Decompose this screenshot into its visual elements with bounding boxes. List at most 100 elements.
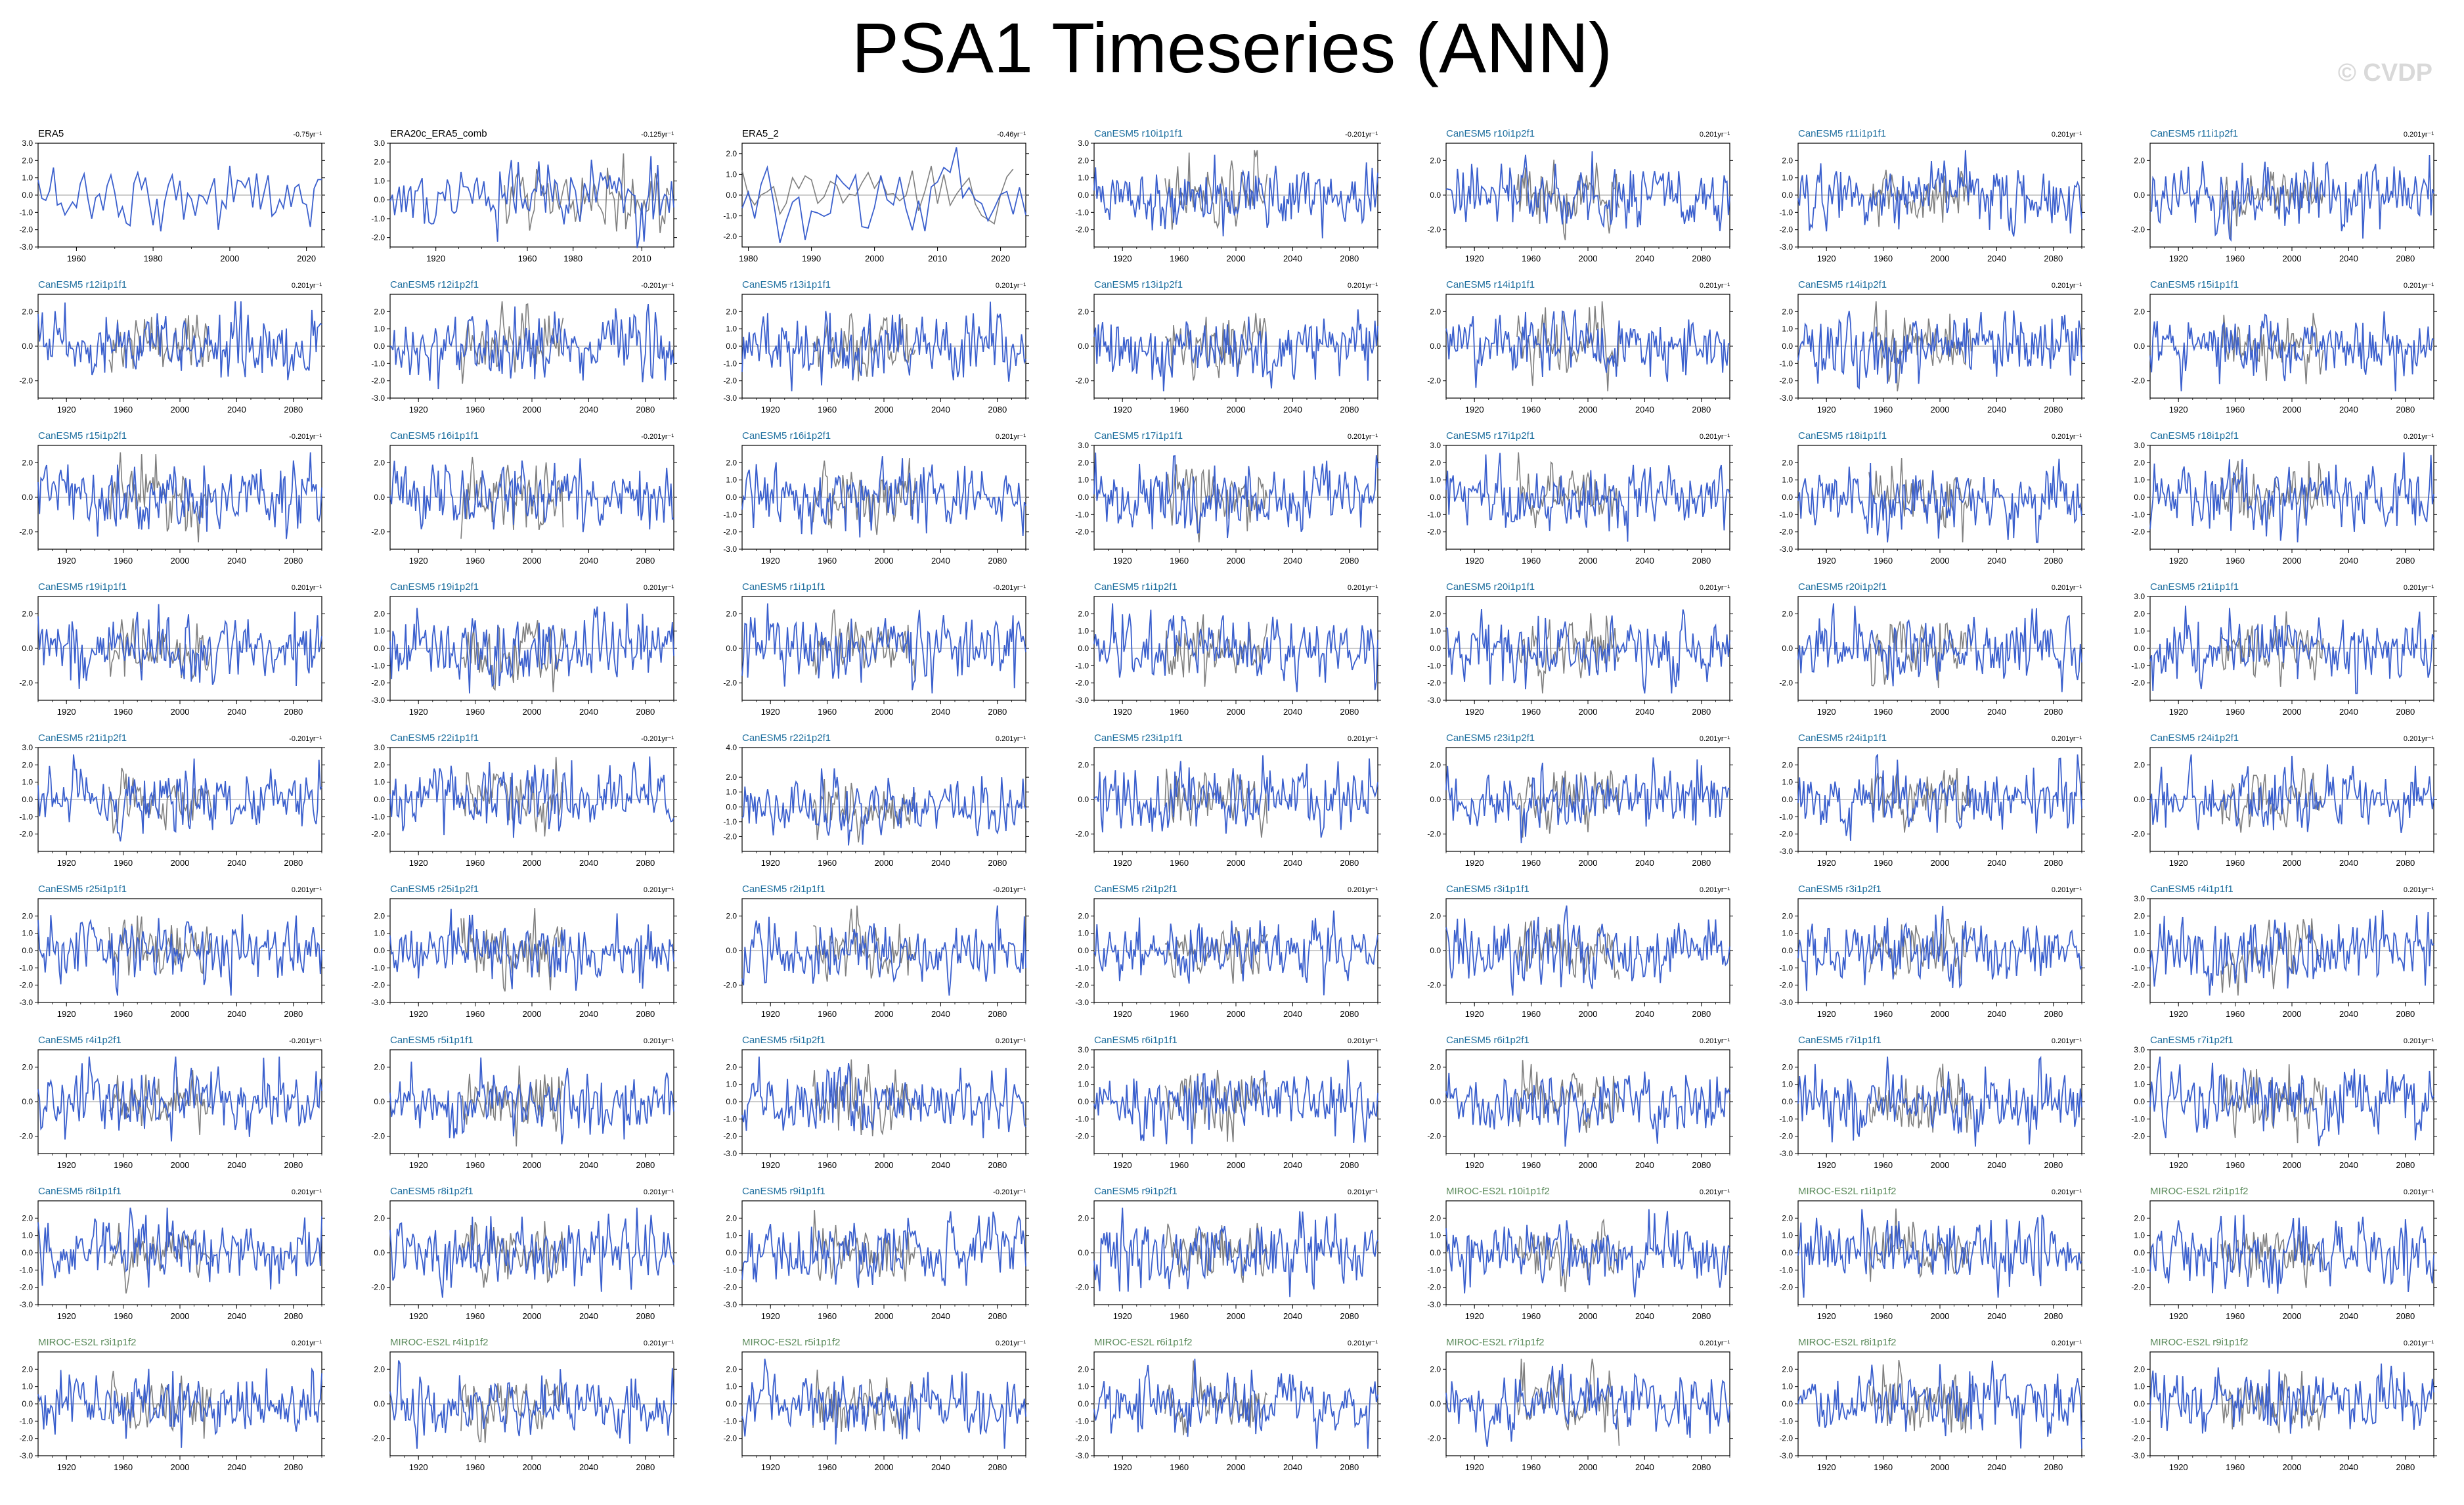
x-tick-label: 1960	[114, 858, 133, 868]
x-tick-label: 1920	[2169, 1009, 2188, 1019]
y-tick-label: -1.0	[1075, 661, 1089, 670]
x-tick-label: 2080	[2044, 707, 2063, 717]
chart-title: PSA1 Timeseries (ANN)	[851, 8, 1613, 87]
y-tick-label: 2.0	[22, 911, 33, 920]
y-tick-label: 0.0	[726, 946, 737, 955]
y-tick-label: 2.0	[1430, 156, 1441, 165]
panel: CanESM5 r15i1p2f1 -0.201yr⁻¹ 2.0 0.0 -2.0 192…	[19, 430, 325, 566]
x-tick-label: 2080	[1692, 405, 1711, 415]
y-tick-label: 2.0	[1782, 1364, 1793, 1374]
panel: MIROC-ES2L r8i1p1f2 0.201yr⁻¹ 2.0 1.0 0.0 -1.…	[1779, 1337, 2085, 1472]
y-tick-label: 0.0	[1782, 1399, 1793, 1408]
x-tick-label: 2000	[875, 1311, 894, 1321]
x-tick-label: 1960	[466, 1462, 485, 1472]
y-tick-label: 2.0	[374, 458, 385, 467]
trend-label: 0.201yr⁻¹	[1348, 1188, 1378, 1196]
y-tick-label: 2.0	[1782, 458, 1793, 467]
y-tick-label: 0.0	[1078, 946, 1089, 955]
x-tick-label: 2080	[1340, 1462, 1359, 1472]
y-tick-label: 1.0	[1078, 929, 1089, 938]
y-tick-label: -1.0	[1779, 1416, 1793, 1426]
panel-label: CanESM5 r6i1p1f1	[1094, 1035, 1177, 1046]
y-tick-label: 3.0	[374, 139, 385, 148]
x-tick-label: 2080	[2044, 1462, 2063, 1472]
panel-label: ERA5	[38, 128, 64, 139]
trend-label: 0.201yr⁻¹	[2404, 886, 2434, 894]
panel: CanESM5 r23i1p2f1 0.201yr⁻¹ 2.0 0.0 -2.0 1920…	[1427, 732, 1733, 868]
y-tick-label: 1.0	[1782, 1382, 1793, 1391]
x-tick-label: 2000	[875, 556, 894, 566]
x-tick-label: 2080	[636, 556, 655, 566]
model-series-line	[1093, 1359, 1378, 1449]
model-series-line	[1445, 151, 1730, 231]
obs-series-line	[1868, 918, 1972, 979]
model-series-line	[1797, 603, 2082, 692]
trend-label: 0.201yr⁻¹	[292, 1339, 322, 1347]
obs-series-line	[2220, 460, 2324, 520]
x-tick-label: 1920	[2169, 1160, 2188, 1170]
panel: CanESM5 r11i1p2f1 0.201yr⁻¹ 2.0 0.0 -2.0 1920…	[2131, 128, 2437, 263]
model-series-line	[1445, 757, 1730, 843]
y-tick-label: -2.0	[2131, 376, 2145, 386]
panel: CanESM5 r4i1p2f1 -0.201yr⁻¹ 2.0 0.0 -2.0 1920…	[19, 1035, 325, 1170]
x-tick-label: 2000	[1227, 1311, 1246, 1321]
model-series-line	[37, 1367, 322, 1448]
x-tick-label: 2040	[1987, 1009, 2006, 1019]
x-tick-label: 1920	[1113, 556, 1132, 566]
x-tick-label: 2040	[1283, 707, 1302, 717]
x-tick-label: 2040	[1283, 858, 1302, 868]
y-tick-label: 2.0	[22, 760, 33, 769]
obs-series-line	[812, 1210, 916, 1282]
panel-label: CanESM5 r11i1p2f1	[2150, 128, 2238, 139]
trend-label: -0.201yr⁻¹	[993, 584, 1026, 592]
x-tick-label: 2040	[1635, 556, 1654, 566]
y-tick-label: 1.0	[726, 1231, 737, 1240]
x-tick-label: 1920	[1817, 254, 1836, 263]
panel-label: CanESM5 r2i1p1f1	[742, 884, 825, 895]
x-tick-label: 2040	[2339, 405, 2358, 415]
y-tick-label: -2.0	[723, 528, 737, 537]
x-tick-label: 1960	[1522, 1009, 1541, 1019]
model-series-line	[389, 1057, 674, 1145]
model-series-line	[389, 1360, 674, 1449]
x-tick-label: 2080	[1340, 254, 1359, 263]
panel: CanESM5 r2i1p2f1 0.201yr⁻¹ 2.0 1.0 0.0 -1.0 -2…	[1075, 884, 1381, 1019]
y-tick-label: -2.0	[723, 981, 737, 990]
y-tick-label: 2.0	[2134, 911, 2145, 920]
obs-series-line	[2220, 1064, 2324, 1144]
trend-label: 0.201yr⁻¹	[1700, 282, 1730, 290]
x-tick-label: 2000	[1931, 405, 1950, 415]
trend-label: 0.201yr⁻¹	[2404, 131, 2434, 139]
y-tick-label: -3.0	[1075, 1451, 1089, 1460]
y-tick-label: 2.0	[374, 307, 385, 316]
y-tick-label: 0.0	[22, 795, 33, 804]
trend-label: 0.201yr⁻¹	[2404, 735, 2434, 743]
panel-label: CanESM5 r19i1p2f1	[390, 581, 479, 593]
x-tick-label: 1960	[1874, 707, 1893, 717]
panel-label: CanESM5 r11i1p1f1	[1798, 128, 1886, 139]
y-tick-label: 0.0	[374, 946, 385, 955]
panel: CanESM5 r22i1p2f1 0.201yr⁻¹ 4.0 2.0 1.0 0.0 -1…	[723, 732, 1029, 868]
x-tick-label: 1960	[1522, 1160, 1541, 1170]
model-series-line	[1445, 1209, 1730, 1297]
model-series-line	[1093, 603, 1378, 692]
x-tick-label: 2040	[1987, 1160, 2006, 1170]
x-tick-label: 2040	[1987, 1311, 2006, 1321]
y-tick-label: -1.0	[19, 1265, 33, 1274]
x-tick-label: 1920	[2169, 1311, 2188, 1321]
panel-label: CanESM5 r12i1p2f1	[390, 279, 479, 290]
y-tick-label: 0.0	[1078, 644, 1089, 653]
panel: CanESM5 r7i1p2f1 0.201yr⁻¹ 3.0 2.0 1.0 0.0 -1.…	[2131, 1035, 2437, 1170]
x-tick-label: 2040	[931, 405, 950, 415]
y-tick-label: 1.0	[2134, 1231, 2145, 1240]
x-tick-label: 2000	[523, 707, 542, 717]
y-tick-label: -3.0	[723, 393, 737, 403]
y-tick-label: 2.0	[726, 458, 737, 467]
y-tick-label: 0.0	[726, 802, 737, 811]
x-tick-label: 1920	[409, 858, 428, 868]
panel: CanESM5 r7i1p1f1 0.201yr⁻¹ 2.0 1.0 0.0 -1.0 -2…	[1779, 1035, 2085, 1170]
y-tick-label: 1.0	[1782, 929, 1793, 938]
x-tick-label: 1960	[818, 556, 837, 566]
panel-label: CanESM5 r22i1p2f1	[742, 732, 831, 744]
model-series-line	[1797, 905, 2082, 991]
